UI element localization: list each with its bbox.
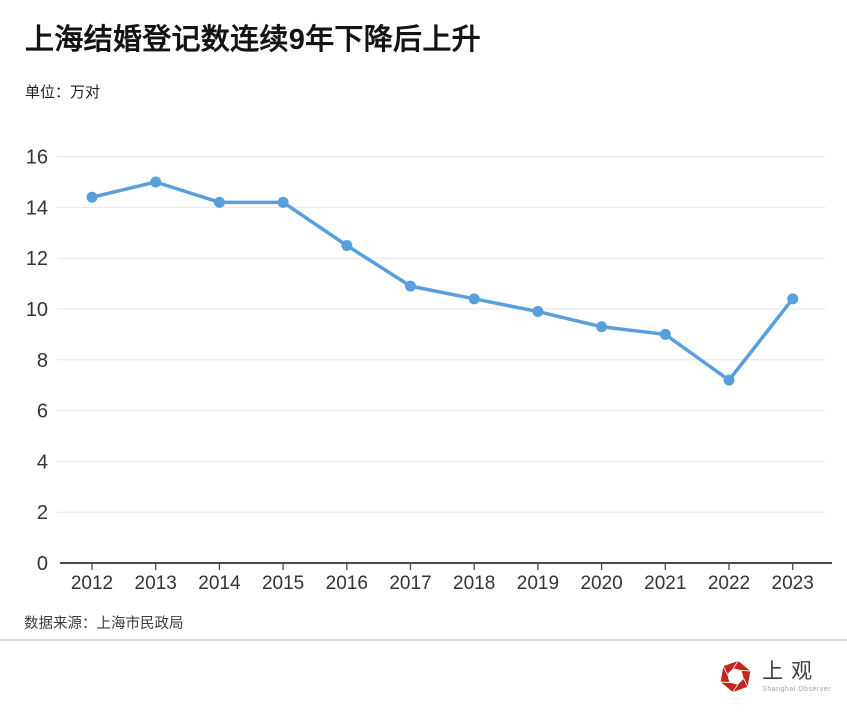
- shanghai-observer-logo: 上观 Shanghai Observer: [719, 658, 831, 695]
- data-point: [150, 176, 162, 188]
- x-axis-tick-label: 2020: [580, 573, 622, 594]
- data-point: [723, 374, 735, 386]
- data-point: [277, 196, 289, 208]
- chart-title: 上海结婚登记数连续9年下降后上升: [25, 24, 481, 56]
- x-axis-tick-label: 2015: [262, 573, 304, 594]
- line-chart-canvas: 0 2 4 6 8 10 12 14 16 2012 2013 2014 2015 2016 2017 201…: [26, 147, 832, 594]
- y-axis-tick-label: 10: [26, 299, 48, 321]
- logo-name-cn: 上观: [762, 658, 821, 683]
- logo-wordmark: 上观 Shanghai Observer: [762, 658, 831, 693]
- y-axis-tick-label: 2: [37, 502, 48, 524]
- y-axis-tick-label: 0: [37, 553, 48, 575]
- data-point: [405, 280, 416, 292]
- line-chart: 0 2 4 6 8 10 12 14 16 2012 2013 2014 2015 2016 2017 201…: [0, 130, 847, 600]
- y-axis-tick-label: 4: [37, 451, 48, 473]
- y-axis-tick-label: 16: [26, 147, 48, 169]
- unit-label: 单位：万对: [25, 84, 101, 101]
- x-axis-tick-label: 2013: [135, 573, 177, 594]
- hexagon-aperture-icon: [719, 658, 752, 695]
- x-axis-tick-label: 2016: [326, 573, 368, 594]
- data-point: [341, 240, 353, 251]
- data-point: [86, 191, 98, 203]
- footer-divider: [0, 639, 847, 641]
- data-point: [659, 328, 671, 340]
- x-axis-tick-label: 2014: [198, 573, 241, 594]
- data-point: [213, 196, 225, 208]
- y-axis-tick-label: 12: [26, 248, 48, 270]
- x-axis-tick-label: 2012: [71, 573, 113, 594]
- y-axis-tick-label: 14: [26, 197, 48, 219]
- data-point: [596, 321, 608, 333]
- line-series: [90, 180, 795, 382]
- x-axis-tick-label: 2023: [772, 573, 814, 594]
- data-point: [532, 306, 544, 318]
- data-source: 数据来源：上海市民政局: [24, 616, 184, 632]
- x-axis-tick-label: 2017: [389, 573, 431, 594]
- data-point: [468, 293, 480, 305]
- x-axis-tick-label: 2019: [517, 573, 559, 594]
- logo-name-en: Shanghai Observer: [762, 685, 831, 693]
- x-axis-tick-label: 2021: [644, 573, 686, 594]
- y-axis-tick-label: 6: [37, 401, 48, 423]
- x-axis-tick-label: 2022: [708, 573, 750, 594]
- y-axis-tick-label: 8: [37, 350, 48, 372]
- x-axis-tick-label: 2018: [453, 573, 495, 594]
- data-point: [787, 293, 799, 305]
